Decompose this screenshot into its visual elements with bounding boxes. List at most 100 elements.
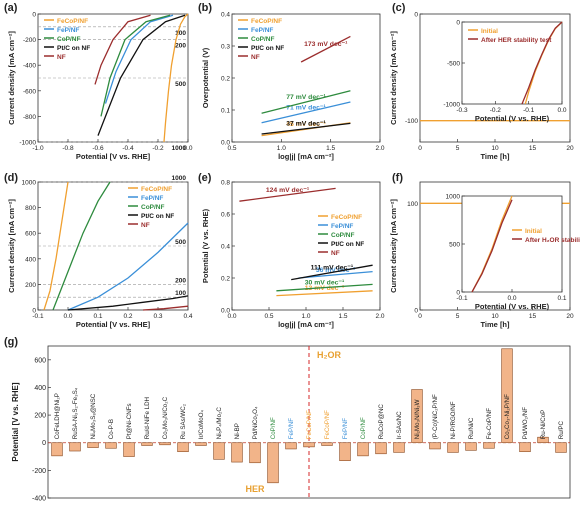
bar-category-label: FeP/NF: [288, 418, 295, 440]
reference-line-label: 100: [175, 30, 186, 37]
x-tick-label: 1.0: [277, 145, 286, 152]
y-tick-label: 0: [414, 12, 418, 19]
bar: [195, 442, 207, 446]
y-tick-label: 400: [34, 385, 46, 392]
y-tick-label: 100: [407, 201, 418, 208]
x-tick-label: -0.8: [62, 145, 74, 152]
y-tick-label: -1000: [443, 102, 460, 109]
y-tick-label: 0: [456, 290, 460, 297]
bar-category-label: Ru SAs/WC₂: [180, 403, 187, 439]
x-tick-label: 0.5: [227, 145, 236, 152]
series-line: [261, 90, 351, 114]
y-tick-label: 0: [414, 308, 418, 315]
legend-entry: FeP/NF: [331, 223, 353, 230]
bar-category-label: RuCoP@NC: [378, 404, 385, 440]
y-tick-label: 0.0: [221, 308, 230, 315]
y-tick-label: 0.4: [221, 12, 230, 19]
bar-category-label: CoP/NF: [270, 417, 277, 439]
panel-label-a: (a): [4, 2, 18, 14]
x-axis-label: Potential (V vs. RHE): [475, 114, 550, 123]
bar-category-label: Ni₅P₄/Mo₂C: [216, 407, 223, 440]
legend-entry: FeCoP/NF: [57, 18, 88, 25]
x-axis-label: Time [h]: [480, 320, 510, 329]
panel-label-b: (b): [198, 2, 213, 14]
tafel-slope-label: 13 mV dec⁻¹: [305, 285, 345, 292]
bar-category-label: CoP/NF: [360, 417, 367, 439]
y-tick-label: 600: [34, 357, 46, 364]
x-tick-label: 5: [456, 313, 460, 320]
plot-frame: [461, 21, 563, 105]
panel-label-c: (c): [392, 2, 406, 14]
y-tick-label: 400: [25, 256, 36, 263]
y-axis-label: Overpotential (V): [201, 47, 210, 108]
y-tick-label: 500: [449, 242, 460, 249]
plot-frame: [231, 13, 381, 143]
bar-category-label: (P-Co)NiC₂P/NF: [432, 394, 439, 439]
bar-category-label: RuSA-Ni₃S₂-Fe₃S₄: [72, 387, 79, 439]
y-tick-label: 0.4: [221, 244, 230, 251]
legend-entry: Initial: [481, 28, 498, 35]
group-label-h2or: H₂OR: [317, 350, 341, 360]
bar: [411, 389, 423, 444]
series-line: [261, 122, 351, 135]
bar: [141, 442, 153, 446]
series-line: [97, 14, 186, 136]
legend-entry: NF: [331, 250, 340, 257]
x-tick-label: 5: [456, 145, 460, 152]
chart-panel-c-inset: -0.3 -0.2 -0.1 0.0 -1000 -500 0 Potential (V vs…: [443, 20, 567, 124]
bar-category-label: Ir-SAs/NC: [396, 411, 403, 439]
y-axis-label: Current density [mA cm⁻²]: [7, 31, 16, 125]
bar: [87, 442, 99, 448]
chart-panel-b: 0.5 1.0 1.5 2.0 0.0 0.1 0.2 0.3 0.4 log|j| [mA cm…: [201, 12, 385, 162]
x-tick-label: -0.2: [490, 107, 502, 114]
bar-category-label: FeCoP/NF: [306, 410, 313, 439]
legend-entry: FeCoP/NF: [251, 18, 282, 25]
y-tick-label: -400: [23, 63, 36, 70]
x-axis-label: Potential [V vs. RHE]: [76, 152, 151, 161]
legend-entry: CoP/NF: [331, 232, 355, 239]
series-line: [276, 290, 373, 297]
bar-category-label: Ru/d-NiFe LDH: [144, 397, 151, 439]
y-tick-label: -1000: [19, 140, 36, 147]
bar: [123, 442, 135, 457]
bar: [537, 436, 549, 444]
y-axis-label: Current density [mA cm⁻²]: [7, 199, 16, 293]
x-tick-label: 2.0: [375, 313, 384, 320]
y-tick-label: 0: [32, 308, 36, 315]
x-tick-label: -0.3: [456, 107, 468, 114]
legend-entry: Pt/C on NF: [251, 45, 284, 52]
y-tick-label: 600: [25, 231, 36, 238]
legend-entry: FeP/NF: [57, 27, 79, 34]
y-tick-label: 0.2: [221, 76, 230, 83]
x-tick-label: 1.5: [338, 313, 347, 320]
bar-category-label: Ni-P/RGO/NF: [450, 401, 457, 439]
x-tick-label: 0.0: [507, 295, 516, 302]
tafel-slope-label: 111 mV dec⁻¹: [311, 264, 354, 271]
x-tick-label: 15: [529, 313, 537, 320]
chart-panel-e: 0.0 0.5 1.0 1.5 2.0 0.0 0.2 0.4 0.6 0.8 log|j| [mA…: [201, 180, 385, 330]
bar-category-label: Pd/NiCo₂O₄: [252, 406, 259, 439]
x-tick-label: -1.0: [32, 145, 44, 152]
plot-frame: [461, 195, 563, 293]
legend-entry: CoP/NF: [57, 36, 81, 43]
x-tick-label: 0.0: [183, 145, 192, 152]
x-tick-label: 0.0: [557, 107, 566, 114]
x-tick-label: 0.0: [63, 313, 72, 320]
tafel-slope-label: 173 mV dec⁻¹: [304, 41, 348, 48]
tafel-slope-label: 30 mV dec⁻¹: [305, 280, 345, 287]
y-axis-label: Potential [V vs. RHE]: [11, 382, 20, 461]
x-tick-label: 20: [566, 313, 574, 320]
y-tick-label: 800: [25, 205, 36, 212]
legend-entry: CoP/NF: [251, 36, 275, 43]
x-tick-label: 10: [491, 145, 499, 152]
bar: [501, 348, 513, 444]
y-tick-label: -200: [23, 37, 36, 44]
bar: [177, 442, 189, 453]
x-tick-label: 0.1: [557, 295, 566, 302]
x-tick-label: -0.2: [152, 145, 164, 152]
tafel-slope-label: 71 mV dec⁻¹: [286, 104, 326, 111]
legend-entry: FeCoP/NF: [141, 186, 172, 193]
panel-label-e: (e): [198, 172, 212, 184]
series-line: [298, 270, 373, 279]
y-tick-label: 0: [32, 12, 36, 19]
